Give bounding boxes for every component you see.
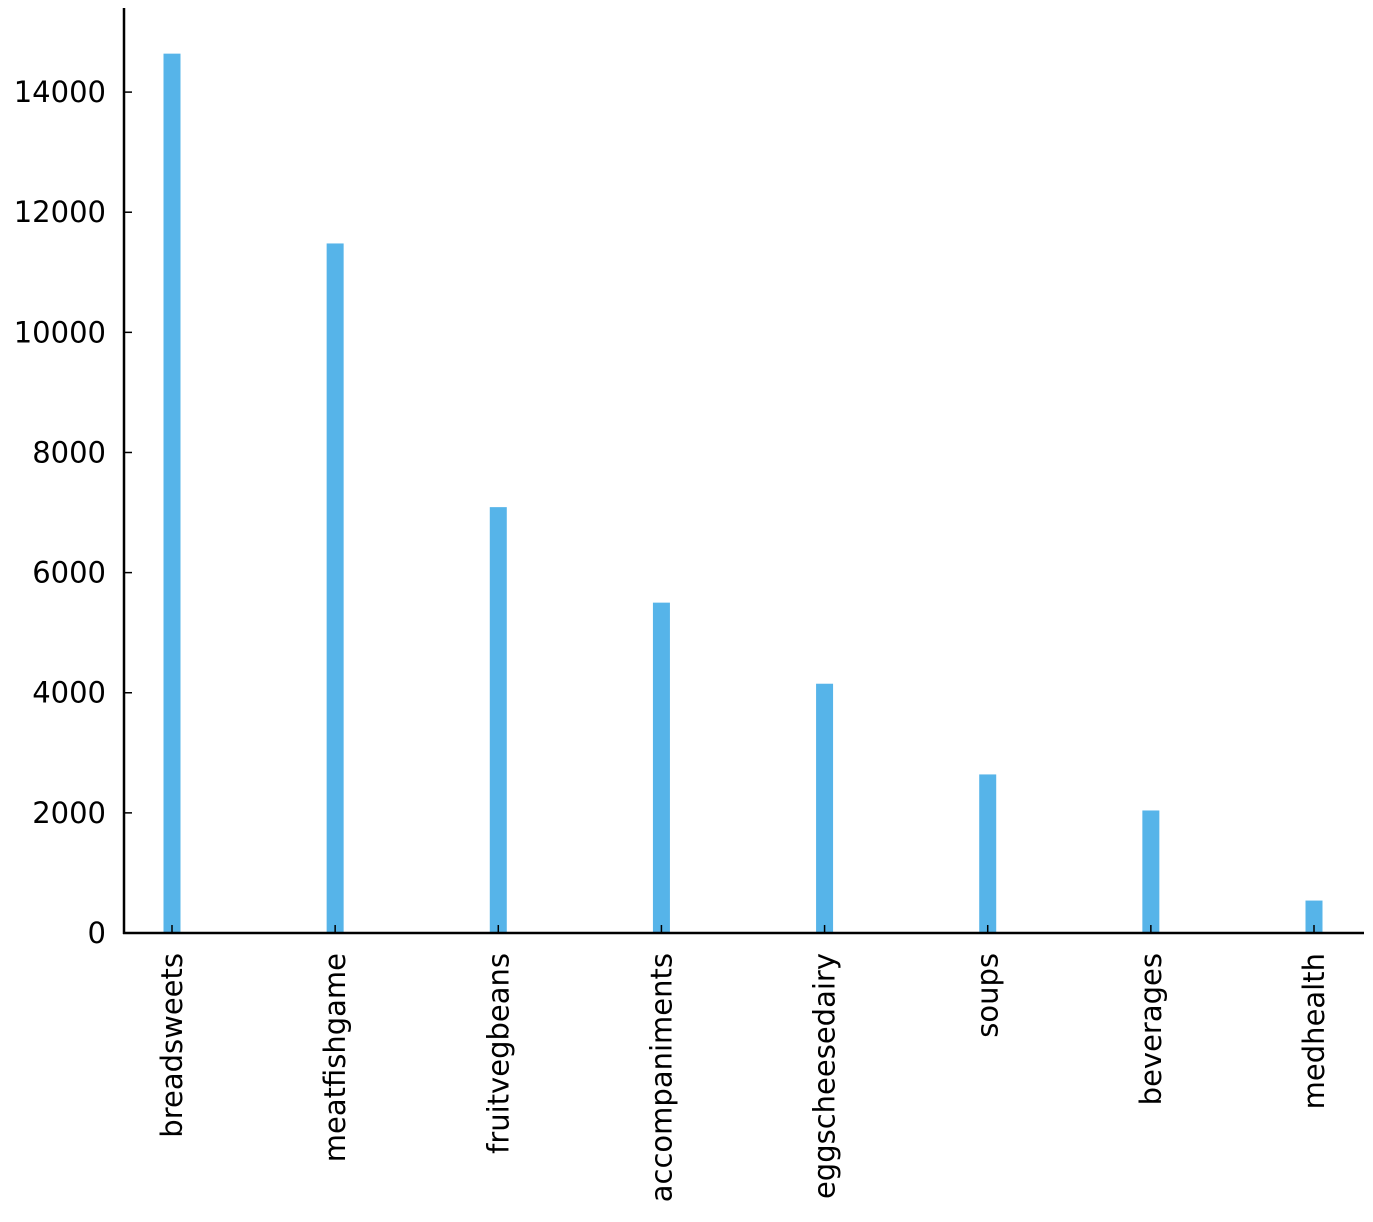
bar-fruitvegbeans	[489, 507, 507, 933]
bar-accompaniments	[652, 602, 670, 933]
bar-meatfishgame	[326, 243, 344, 934]
x-tick-label: eggscheesedairy	[808, 953, 842, 1199]
y-tick-label: 6000	[32, 556, 106, 590]
y-tick-label: 0	[88, 916, 106, 950]
y-tick-label: 2000	[32, 796, 106, 830]
y-tick-label: 12000	[14, 195, 106, 229]
bar-beverages	[1142, 810, 1160, 933]
x-axis-ticks: breadsweets meatfishgame fruitvegbeans acco…	[155, 925, 1331, 1202]
y-tick-label: 10000	[14, 315, 106, 349]
y-tick-label: 8000	[32, 435, 106, 469]
bar-breadsweets	[163, 53, 181, 933]
x-tick-label: accompaniments	[644, 953, 678, 1202]
x-tick-label: beverages	[1134, 953, 1168, 1105]
bars-group	[163, 53, 1323, 934]
x-tick-label: medhealth	[1297, 953, 1331, 1109]
bar-soups	[979, 774, 997, 933]
bar-eggscheesedairy	[816, 683, 834, 933]
y-tick-label: 14000	[14, 75, 106, 109]
x-tick-label: meatfishgame	[318, 953, 352, 1162]
x-tick-label: fruitvegbeans	[481, 953, 515, 1154]
y-tick-label: 4000	[32, 676, 106, 710]
x-tick-label: breadsweets	[155, 953, 189, 1138]
y-axis-ticks: 0 2000 4000 6000 8000 10000 12000 14000	[14, 75, 132, 950]
x-tick-label: soups	[971, 953, 1005, 1038]
bar-medhealth	[1305, 900, 1323, 933]
